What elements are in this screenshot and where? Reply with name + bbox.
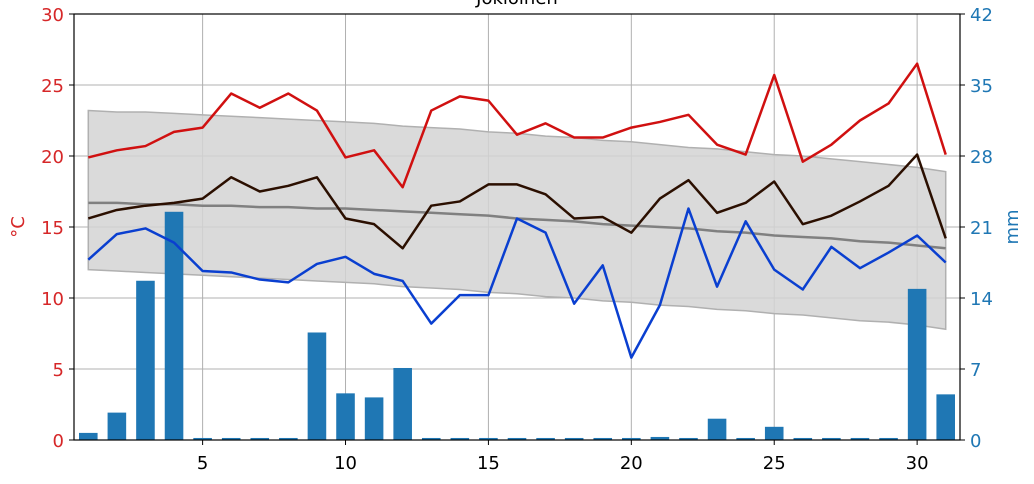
y-tick-label: 25 [41,76,64,97]
x-tick-label: 15 [477,453,500,474]
bar [536,437,555,440]
y2-tick-label: 28 [970,147,993,168]
y2-tick-label: 35 [970,76,993,97]
x-tick-label: 5 [197,453,208,474]
bar [507,437,527,440]
x-tick-label: 25 [763,453,786,474]
bar [250,437,270,440]
y-tick-label: 30 [41,5,64,26]
plot-frame [73,13,961,441]
bar [679,437,698,440]
bar [822,437,841,440]
line [87,62,947,189]
bar [393,367,412,440]
y-tick-label: 5 [53,360,64,381]
y2-tick-label: 21 [970,218,993,239]
y-tick-label: 10 [41,289,64,310]
bar [593,437,613,440]
bar [564,437,584,440]
y-tick-label: 15 [41,218,64,239]
y-tick-label: 20 [41,147,64,168]
y2-axis-label: mm [1002,209,1023,244]
x-tick-label: 10 [334,453,357,474]
bar [364,397,384,440]
bar [450,437,470,440]
bar [107,412,127,440]
y2-tick-label: 42 [970,5,993,26]
bar [764,426,784,440]
y-axis-label: °C [8,216,29,238]
y2-tick-label: 14 [970,289,993,310]
bar [421,437,441,440]
bar [221,437,241,440]
bar [736,437,755,440]
bar [936,394,955,440]
bar [907,288,927,440]
bar [79,432,98,440]
bar [707,418,727,440]
y2-tick-label: 7 [970,360,981,381]
line [87,207,947,359]
bar [850,437,870,440]
bar [879,437,898,440]
bar [193,437,212,440]
bar [136,280,155,440]
chart-title: Jokioinen [475,0,558,9]
bar [307,332,327,440]
line [87,153,947,250]
x-tick-label: 30 [906,453,929,474]
bar [336,393,355,440]
bar [793,437,813,440]
y2-tick-label: 0 [970,431,981,452]
bar [650,436,670,440]
bar [479,437,498,440]
bar [279,437,298,440]
y-tick-label: 0 [53,431,64,452]
bar [164,211,184,440]
bar [622,437,641,440]
x-tick-label: 20 [620,453,643,474]
